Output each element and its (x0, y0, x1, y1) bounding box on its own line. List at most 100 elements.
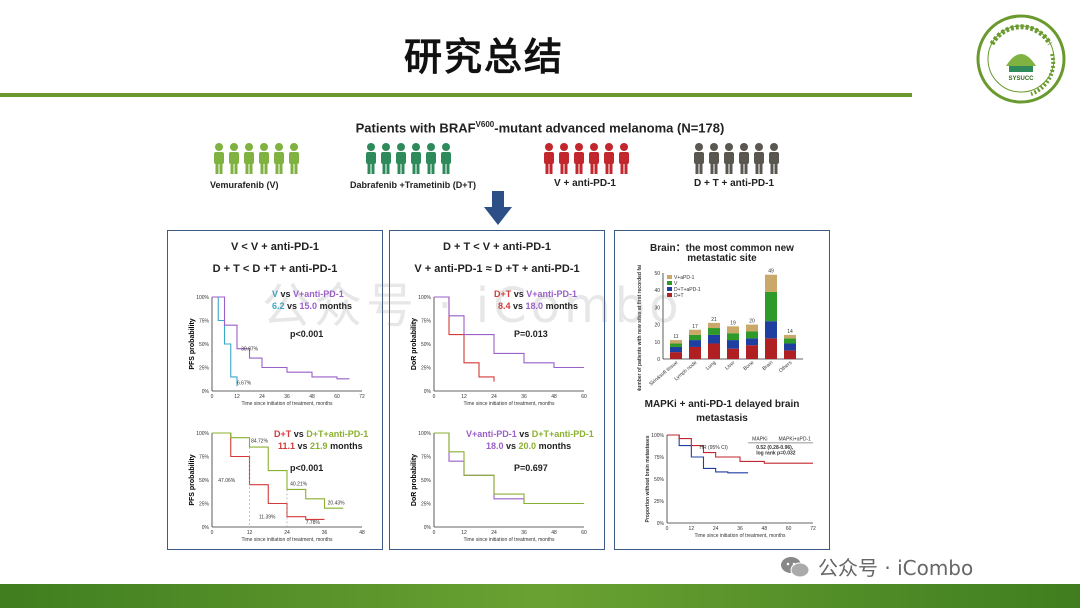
patient-icons (544, 143, 629, 174)
person-leg (219, 163, 223, 174)
person-leg (442, 163, 446, 174)
person-leg (371, 163, 375, 174)
y-tick-label: 25% (421, 366, 432, 372)
x-tick-label: 48 (551, 530, 557, 536)
y-tick-label: 0% (202, 525, 210, 531)
person-body (396, 152, 406, 164)
x-tick-label: 72 (359, 394, 365, 400)
annotation: 84.72% (251, 438, 269, 444)
bar-segment (708, 343, 720, 359)
p-value: P=0.013 (514, 329, 548, 339)
person-body (274, 152, 284, 164)
person-body (589, 152, 599, 164)
bar-total-label: 21 (711, 317, 717, 323)
group-dt-antipd1 (688, 142, 784, 176)
svg-text:SYSUCC: SYSUCC (1008, 76, 1034, 82)
y-tick-label: 0 (657, 357, 660, 363)
y-tick-label: 25% (199, 366, 210, 372)
x-tick-label: 48 (359, 530, 365, 536)
person-icon (545, 143, 553, 151)
bar-segment (746, 331, 758, 339)
bar-segment (689, 329, 701, 335)
hr-label: HR (95% CI) (699, 445, 728, 451)
x-tick-label: 36 (521, 394, 527, 400)
x-tick-label: 36 (521, 530, 527, 536)
person-icon (245, 143, 253, 151)
x-tick-label: Liver (724, 360, 736, 372)
x-tick-label: 24 (284, 530, 290, 536)
x-tick-label: 60 (581, 394, 587, 400)
person-leg (215, 163, 219, 174)
person-body (214, 152, 224, 164)
person-icon (620, 143, 628, 151)
p-value: p<0.001 (290, 463, 324, 473)
y-axis-label: PFS probability (189, 318, 196, 369)
bar-segment (765, 291, 777, 322)
group-label-v: Vemurafenib (V) (210, 180, 279, 190)
y-tick-label: 20 (654, 323, 660, 329)
bar-total-label: 19 (730, 320, 736, 326)
person-icon (275, 143, 283, 151)
y-tick-label: 50% (421, 342, 432, 348)
log-rank-p: log rank p=0.032 (756, 450, 796, 456)
hr-value: 0.52 (0.28-0.96), (756, 445, 794, 451)
person-leg (446, 163, 450, 174)
person-icon (725, 143, 733, 151)
person-leg (234, 163, 238, 174)
panel-pfs-comparison: V < V + anti-PD-1 D + T < D +T + anti-PD… (167, 230, 383, 550)
person-leg (230, 163, 234, 174)
legend-label: V (674, 281, 678, 287)
x-tick-label: 48 (762, 526, 768, 532)
watermark-overlay: 公众号 · iCombo (262, 278, 683, 334)
person-leg (605, 163, 609, 174)
person-leg (431, 163, 435, 174)
legend-swatch (667, 281, 672, 285)
person-body (574, 152, 584, 164)
bar-total-label: 20 (749, 319, 755, 325)
x-tick-label: 12 (461, 530, 467, 536)
x-tick-label: Skin&soft tissue (648, 360, 679, 388)
bar-segment (746, 338, 758, 346)
x-axis-label: Time since initiation of treatment, mont… (242, 537, 333, 543)
km-curve-v-anti-pd-1 (212, 296, 350, 380)
bar-segment (689, 346, 701, 359)
wechat-account-label: 公众号 · iCombo (818, 556, 974, 580)
person-body (619, 152, 629, 164)
x-tick-label: 24 (491, 530, 497, 536)
person-leg (695, 163, 699, 174)
group-label-dt-pd1: D + T + anti-PD-1 (694, 178, 775, 189)
person-leg (294, 163, 298, 174)
person-leg (744, 163, 748, 174)
y-tick-label: 100% (651, 433, 664, 439)
person-icon (770, 143, 778, 151)
university-logo: SYSUCC (976, 14, 1066, 104)
bar-total-label: 14 (787, 329, 793, 335)
person-body (739, 152, 749, 164)
person-body (229, 152, 239, 164)
y-tick-label: 100% (196, 431, 209, 437)
y-axis-label: Number of patients with new sites at fir… (637, 265, 643, 391)
person-leg (260, 163, 264, 174)
stat-line: V+anti-PD-1 vs D+T+anti-PD-1 (466, 429, 594, 439)
person-icon (755, 143, 763, 151)
person-leg (401, 163, 405, 174)
bar-segment (784, 338, 796, 344)
person-body (754, 152, 764, 164)
group-label-v-pd1: V + anti-PD-1 (554, 178, 616, 189)
km-plot-brain-metastasis: 0% 25% 50% 75% 100% 0 12 24 36 48 60 72 Time since i… (645, 433, 816, 539)
bar-segment (784, 350, 796, 359)
person-icon (260, 143, 268, 151)
bar-segment (727, 333, 739, 341)
legend-swatch (667, 275, 672, 279)
x-tick-label: 0 (433, 530, 436, 536)
x-tick-label: 0 (211, 530, 214, 536)
person-leg (594, 163, 598, 174)
median-values: 6.2 vs 15.0 months (272, 301, 353, 311)
person-leg (412, 163, 416, 174)
person-body (366, 152, 376, 164)
person-icon (367, 143, 375, 151)
km-curve-mapki (667, 434, 749, 474)
person-leg (264, 163, 268, 174)
person-body (724, 152, 734, 164)
panel1-title-line1: V < V + anti-PD-1 (230, 241, 320, 253)
